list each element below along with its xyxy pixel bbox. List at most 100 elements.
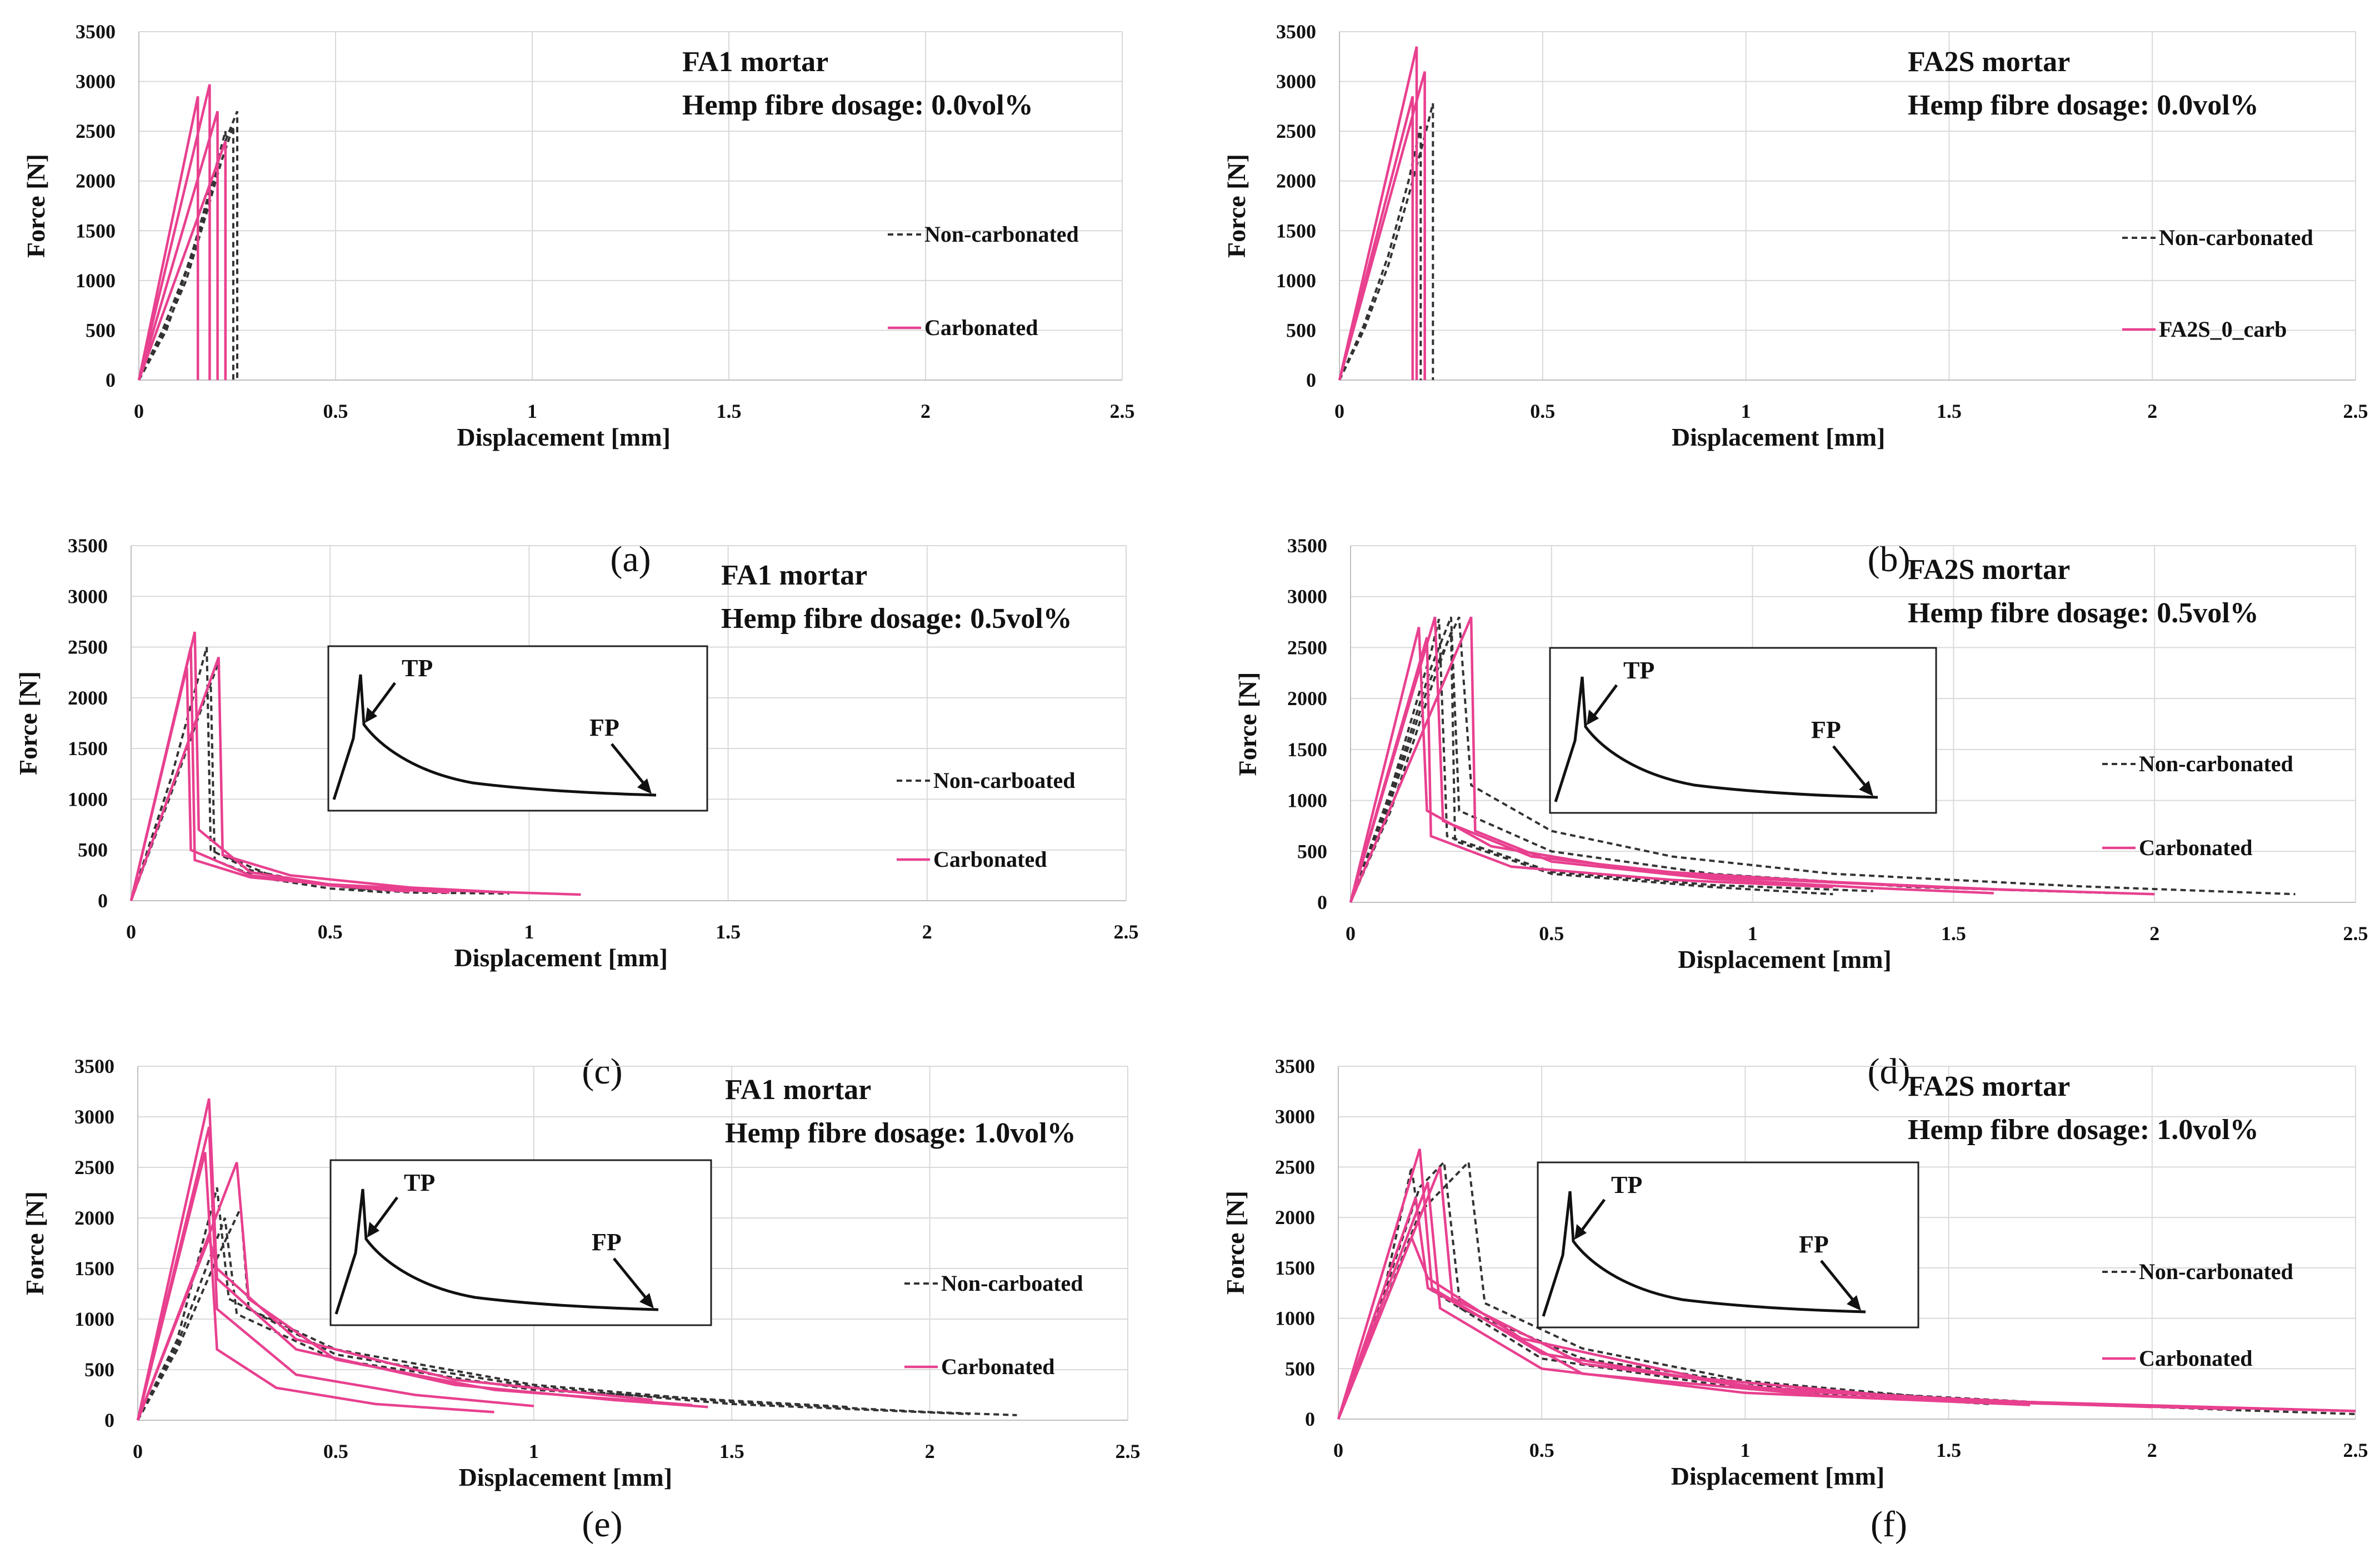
legend-label-non-carbonated: Non-carbonated [924, 222, 1079, 247]
y-tick-label: 0 [106, 369, 116, 391]
x-tick-label: 2 [921, 400, 931, 422]
y-tick-label: 0 [1317, 891, 1327, 913]
panel-label: (e) [582, 1504, 622, 1545]
x-tick-label: 2.5 [2343, 922, 2368, 945]
fp-arrow [611, 743, 649, 790]
x-axis-label: Displacement [mm] [1671, 1462, 1885, 1490]
chart-subtitle: Hemp fibre dosage: 1.0vol% [1908, 1114, 2259, 1146]
y-tick-label: 1000 [76, 269, 116, 292]
legend-label-carbonated: Carbonated [2139, 1346, 2252, 1371]
y-tick-label: 500 [1297, 840, 1327, 862]
y-axis-label: Force [N] [1233, 672, 1262, 776]
y-tick-label: 2000 [74, 1207, 114, 1229]
y-axis-label: Force [N] [1222, 154, 1251, 258]
y-tick-label: 2500 [74, 1156, 114, 1179]
series-line-carbonated [137, 111, 219, 381]
y-tick-label: 3000 [76, 71, 116, 93]
y-tick-label: 0 [98, 890, 108, 912]
y-tick-label: 2000 [1275, 1206, 1315, 1229]
y-tick-label: 500 [84, 1359, 114, 1381]
y-tick-label: 2000 [1287, 687, 1327, 710]
x-tick-label: 0 [126, 921, 136, 943]
y-tick-label: 2500 [68, 636, 108, 658]
inset-fp-label: FP [592, 1229, 622, 1256]
chart-subtitle: Hemp fibre dosage: 0.5vol% [721, 603, 1072, 635]
inset-box [1537, 1161, 1919, 1329]
series-line-non-carbonated [130, 647, 371, 901]
x-axis-label: Displacement [mm] [454, 943, 668, 972]
y-tick-label: 3500 [74, 1055, 114, 1077]
chart-panel-d: 0 500 1000 1500 2000 2500 3000 3500 0 0.5 1 1.5 2 2.5… [1233, 535, 2368, 1092]
inset-tp-label: TP [402, 655, 433, 682]
y-tick-label: 3000 [1276, 71, 1316, 93]
panel-label: (f) [1871, 1504, 1907, 1545]
chart-subtitle: Hemp fibre dosage: 1.0vol% [725, 1117, 1076, 1149]
x-tick-label: 1 [1748, 922, 1758, 945]
x-tick-label: 1 [1741, 400, 1751, 422]
y-tick-label: 1000 [68, 788, 108, 810]
fp-arrow [1832, 745, 1871, 792]
series-line-non-carbonated [130, 662, 509, 901]
y-tick-label: 2500 [1275, 1156, 1315, 1178]
x-tick-label: 2 [922, 921, 932, 943]
legend-label-non-carbonated: Non-carboated [941, 1271, 1083, 1296]
x-tick-label: 1.5 [1937, 400, 1962, 422]
y-axis-label: Force [N] [14, 671, 42, 775]
legend-label-carbonated: Carbonated [924, 315, 1038, 340]
chart-title: FA2S mortar [1908, 1071, 2070, 1102]
y-tick-label: 1000 [1275, 1307, 1315, 1330]
fp-arrow-head [1859, 781, 1873, 796]
y-tick-label: 3000 [1287, 586, 1327, 608]
y-tick-label: 500 [1285, 1357, 1315, 1380]
x-tick-label: 2 [925, 1440, 935, 1462]
y-tick-label: 3500 [1276, 21, 1316, 43]
y-tick-label: 3000 [74, 1106, 114, 1128]
legend-label-carbonated: Carbonated [2139, 835, 2252, 860]
series-line-non-carbonated [138, 111, 238, 381]
y-tick-label: 0 [104, 1409, 114, 1431]
chart-title: FA1 mortar [682, 46, 828, 78]
inset-curve [1554, 676, 1878, 802]
x-tick-label: 0.5 [1530, 400, 1555, 422]
y-tick-label: 1000 [1276, 269, 1316, 292]
inset-curve [332, 674, 657, 800]
legend-label-non-carbonated: Non-carbonated [2139, 751, 2293, 776]
y-tick-label: 1500 [74, 1257, 114, 1280]
y-tick-label: 500 [1286, 319, 1316, 341]
x-tick-label: 1 [524, 921, 534, 943]
x-tick-label: 1.5 [1941, 922, 1966, 945]
tp-arrow-head [365, 707, 377, 723]
series-line-non-carbonated [1349, 618, 1873, 903]
x-tick-label: 2.5 [1110, 400, 1135, 422]
legend-label-carbonated: Carbonated [941, 1354, 1054, 1379]
x-tick-label: 0.5 [323, 1440, 348, 1462]
y-tick-label: 2500 [76, 120, 116, 142]
inset-tp-label: TP [1623, 657, 1654, 684]
y-tick-label: 1500 [68, 737, 108, 760]
chart-title: FA1 mortar [721, 560, 867, 591]
chart-title: FA2S mortar [1908, 554, 2070, 586]
y-axis-label: Force [N] [21, 1191, 49, 1295]
chart-panel-a: 0 500 1000 1500 2000 2500 3000 3500 0 0.5 1 1.5 2 2.5… [22, 21, 1135, 580]
chart-panel-b: 0 500 1000 1500 2000 2500 3000 3500 0 0.5 1 1.5 2 2.5… [1222, 21, 2368, 580]
series-line-carbonated [1349, 616, 2155, 903]
fp-arrow-head [639, 1293, 654, 1309]
fp-arrow-head [637, 778, 652, 794]
tp-arrow-head [367, 1222, 379, 1237]
fp-arrow [613, 1257, 651, 1304]
series-line-non-carbonated [1349, 616, 2296, 903]
legend-label-non-carbonated: Non-carbonated [2139, 1259, 2293, 1284]
series-line-carbonated [137, 84, 211, 381]
y-tick-label: 3000 [68, 585, 108, 607]
fp-arrow-head [1847, 1295, 1861, 1311]
y-tick-label: 1500 [1287, 738, 1327, 761]
series-line-carbonated [136, 1152, 494, 1421]
tp-arrow-head [1574, 1224, 1587, 1240]
x-tick-label: 2 [2147, 400, 2157, 422]
x-axis-label: Displacement [mm] [457, 423, 671, 451]
series-line-carbonated [1338, 96, 1414, 381]
series-line-carbonated [1349, 616, 1994, 903]
y-tick-label: 3500 [1287, 535, 1327, 557]
y-tick-label: 2000 [76, 170, 116, 192]
